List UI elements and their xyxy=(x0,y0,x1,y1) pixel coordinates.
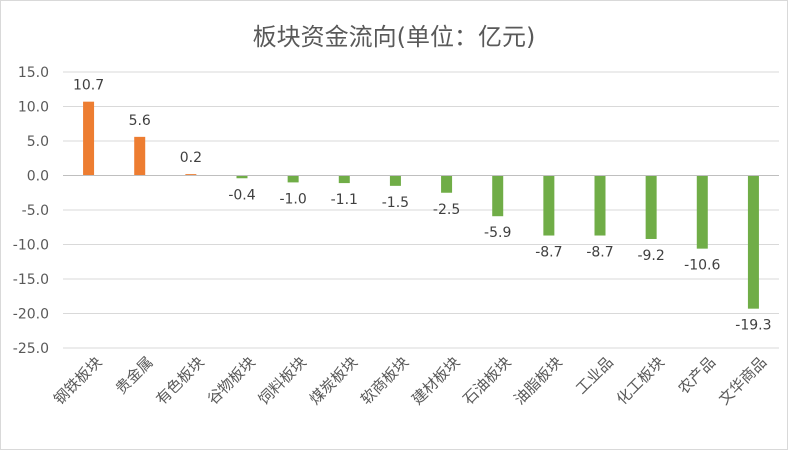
x-axis-categories: 钢铁板块 贵金属有色板块谷物板块饲料板块煤炭板块软商板块建材板块石油板块油脂板块工… xyxy=(50,353,770,408)
data-labels: 10.7 5.6 0.2 -0.4 -1.0 -1.1 -1.5 -2.5 -5.9 -8.7 -8… xyxy=(73,78,772,334)
category-label: 农产品 xyxy=(675,353,720,398)
chart-title: 板块资金流向(单位：亿元) xyxy=(253,23,536,51)
y-tick-label: -25.0 xyxy=(13,341,49,357)
data-label: -1.5 xyxy=(382,195,409,211)
bar xyxy=(594,175,606,236)
y-tick-label: -20.0 xyxy=(13,307,49,323)
data-label: 0.2 xyxy=(180,150,202,166)
bar xyxy=(185,174,197,176)
bar xyxy=(441,175,453,193)
y-tick-label: -5.0 xyxy=(22,203,49,219)
bars xyxy=(83,101,759,309)
category-label: 饲料板块 xyxy=(255,353,310,408)
category-label: 贵金属 xyxy=(112,353,157,398)
category-label: 建材板块 xyxy=(408,353,463,408)
bar xyxy=(492,175,504,217)
category-label: 有色板块 xyxy=(153,353,208,408)
bar xyxy=(645,175,657,239)
category-label: 文华商品 xyxy=(715,353,770,408)
y-tick-label: 10.0 xyxy=(18,100,49,116)
data-label: 5.6 xyxy=(129,113,151,129)
category-label: 软商板块 xyxy=(357,353,412,408)
y-tick-label: 0.0 xyxy=(27,169,49,185)
category-label: 钢铁板块 xyxy=(50,353,105,408)
category-label: 油脂板块 xyxy=(511,353,566,408)
data-label: -10.6 xyxy=(684,258,720,274)
y-tick-label: -15.0 xyxy=(13,272,49,288)
category-label: 工业品 xyxy=(572,353,617,398)
bar xyxy=(389,175,401,186)
y-tick-label: 5.0 xyxy=(27,134,49,150)
category-label: 煤炭板块 xyxy=(306,353,361,408)
data-label: -8.7 xyxy=(535,245,562,261)
category-label: 化工板块 xyxy=(613,353,668,408)
data-label: -8.7 xyxy=(586,245,613,261)
y-tick-label: -10.0 xyxy=(13,238,49,254)
bar xyxy=(696,175,708,249)
data-label: -5.9 xyxy=(484,225,511,241)
bar xyxy=(338,175,350,184)
y-tick-label: 15.0 xyxy=(18,65,49,81)
bar xyxy=(236,175,248,179)
data-label: -1.0 xyxy=(279,191,306,207)
data-label: -9.2 xyxy=(637,248,664,264)
bar xyxy=(83,101,95,176)
bar xyxy=(747,175,759,309)
bar xyxy=(287,175,299,183)
data-label: -19.3 xyxy=(735,318,771,334)
data-label: -1.1 xyxy=(331,192,358,208)
category-label: 谷物板块 xyxy=(204,353,259,408)
data-label: -2.5 xyxy=(433,202,460,218)
data-label: 10.7 xyxy=(73,78,104,94)
bar xyxy=(134,136,146,176)
y-axis-ticks: 15.0 10.0 5.0 0.0 -5.0 -10.0 -15.0 -20.0 -25.0 xyxy=(13,65,49,357)
gridlines xyxy=(63,71,779,349)
category-label: 石油板块 xyxy=(459,353,514,408)
data-label: -0.4 xyxy=(228,187,255,203)
bar xyxy=(543,175,555,236)
